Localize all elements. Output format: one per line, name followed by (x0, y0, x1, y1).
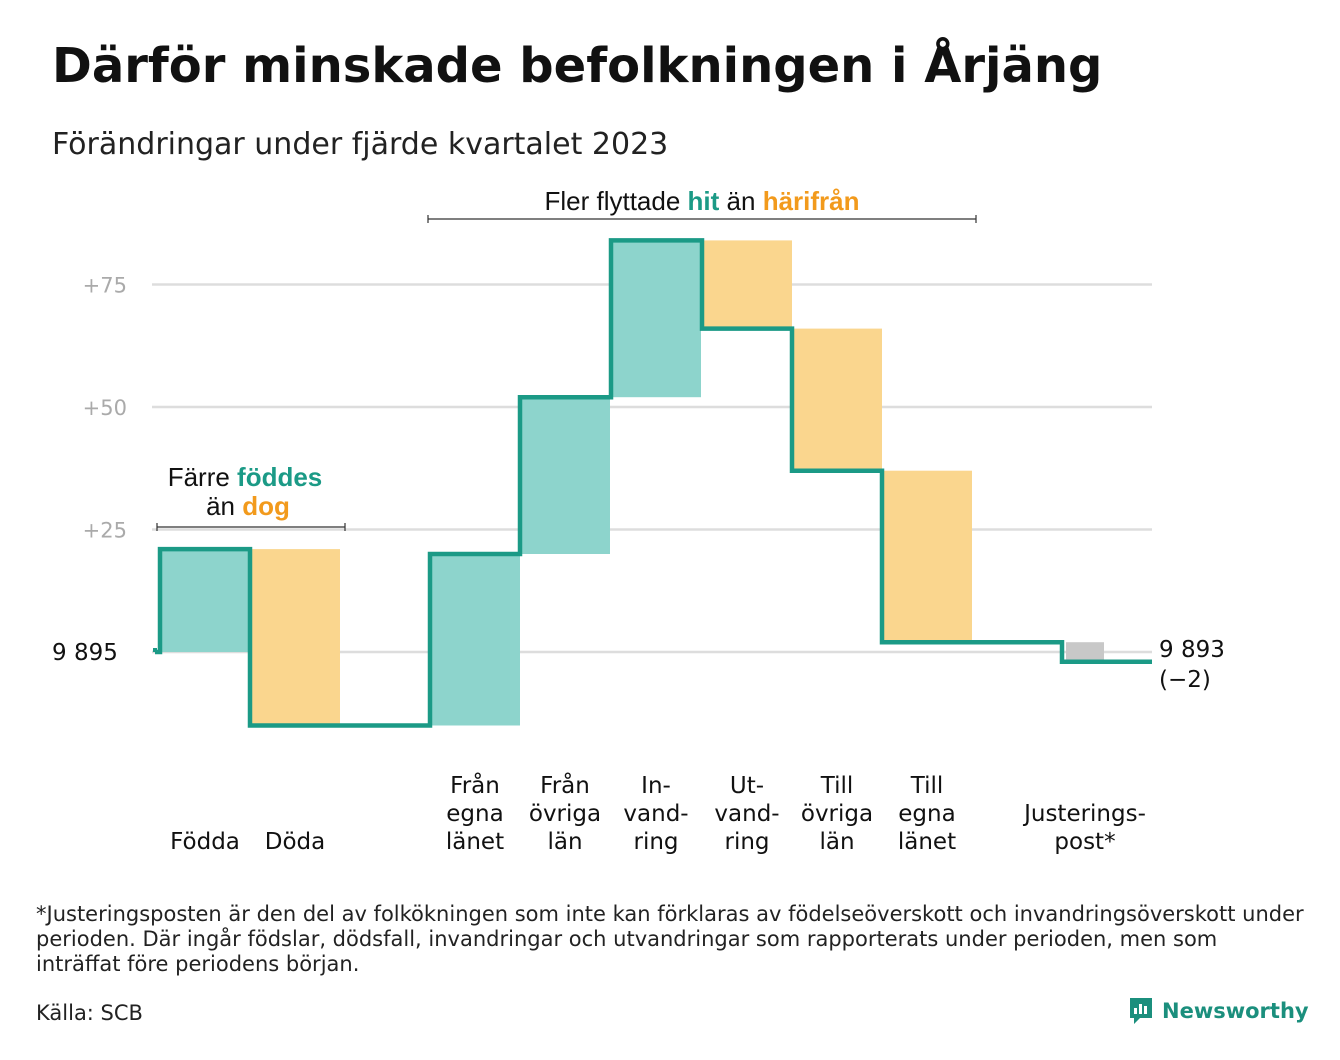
category-label-line: län (547, 829, 582, 855)
brand: Newsworthy (1128, 996, 1309, 1026)
y-tick-label: +25 (83, 519, 127, 543)
end-value-label: 9 893 (1159, 637, 1225, 663)
births-text-an: än (206, 491, 242, 521)
category-label-line: övriga (529, 801, 601, 827)
category-label-line: länet (898, 829, 956, 855)
category-label: Till övriga län (801, 773, 873, 855)
source-text: Källa: SCB (36, 1001, 143, 1025)
y-tick-label: +50 (83, 396, 127, 420)
category-label: Döda (265, 829, 325, 855)
migration-annotation: Fler flyttade hit än härifrån (427, 186, 977, 223)
category-label-line: länet (446, 829, 504, 855)
births-text-a: Färre (168, 462, 237, 492)
bar-decrease (882, 470, 972, 643)
migration-annotation-text: Fler flyttade hit än härifrån (544, 186, 859, 216)
category-label-line: Från (450, 771, 500, 799)
category-label: Till egna länet (898, 773, 956, 855)
bar-increase (611, 240, 701, 398)
births-annotation-line1: Färre föddes (168, 462, 323, 492)
category-label-line: ring (633, 829, 678, 855)
bar-increase (160, 549, 250, 652)
bar-decrease (250, 549, 340, 726)
category-label: Från övriga län (529, 771, 601, 855)
bar-increase (520, 397, 610, 554)
category-label: Födda (170, 829, 240, 855)
category-label: Justerings-post* (1022, 801, 1146, 855)
migration-text-harifran: härifrån (763, 186, 860, 216)
births-annotation-line2: än dog (206, 491, 290, 521)
category-label: In-vand-ring (623, 773, 688, 855)
running-total-path (155, 238, 1152, 728)
brand-name: Newsworthy (1162, 999, 1309, 1023)
start-value-label: 9 895 (52, 640, 118, 666)
y-tick-label: +75 (83, 274, 127, 298)
category-label-line: Födda (170, 829, 240, 855)
bar-increase (430, 554, 520, 726)
category-label-line: In- (641, 773, 671, 799)
migration-text-c: än (727, 186, 763, 216)
bar-adjustment (1066, 642, 1104, 662)
end-change-label: (−2) (1159, 667, 1211, 693)
births-text-foddes: föddes (237, 462, 322, 492)
footnote: *Justeringsposten är den del av folkökni… (36, 902, 1304, 976)
category-label-line: Ut- (730, 773, 764, 799)
category-label-line: Justerings- (1022, 801, 1146, 827)
category-label-line: övriga (801, 801, 873, 827)
category-label-line: län (819, 829, 854, 855)
category-label-line: Från (540, 771, 590, 799)
running-total-line (153, 238, 1152, 728)
category-label-line: egna (898, 801, 955, 827)
category-label: Ut-vand-ring (714, 773, 779, 855)
migration-text-hit: hit (688, 186, 720, 216)
category-label-line: Till (910, 773, 944, 799)
category-label-line: Till (820, 773, 854, 799)
newsworthy-logo-icon (1130, 998, 1152, 1024)
chart-title: Därför minskade befolkningen i Årjäng (52, 38, 1103, 94)
category-label: Från egna länet (446, 771, 504, 855)
births-annotation: Färre föddes än dog (156, 462, 346, 531)
category-label-line: vand- (623, 801, 688, 827)
births-text-dog: dog (242, 491, 290, 521)
bars (160, 240, 1104, 726)
category-label-line: ring (724, 829, 769, 855)
category-label-line: egna (446, 801, 503, 827)
bar-decrease (792, 328, 882, 471)
migration-text-a: Fler flyttade (544, 186, 687, 216)
bar-decrease (702, 240, 792, 329)
category-label-line: Döda (265, 829, 325, 855)
category-label-line: vand- (714, 801, 779, 827)
category-label-line: post* (1054, 829, 1115, 855)
chart-subtitle: Förändringar under fjärde kvartalet 2023 (52, 127, 669, 162)
